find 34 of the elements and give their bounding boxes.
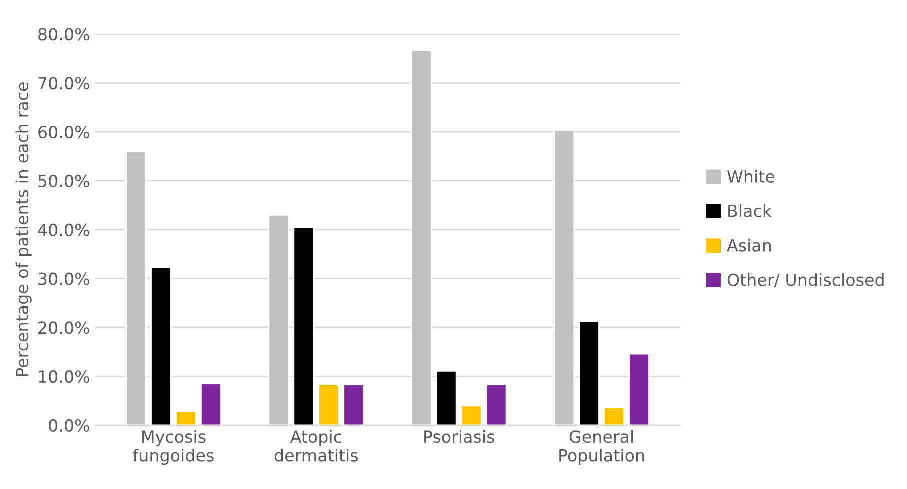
y-tick-label: 60.0% xyxy=(38,126,90,139)
bar xyxy=(176,410,197,426)
bar xyxy=(554,130,575,426)
bar xyxy=(200,382,222,426)
x-tick-label: Atopic dermatitis xyxy=(274,430,358,462)
y-tick-label: 40.0% xyxy=(38,224,90,236)
y-tick-label: 50.0% xyxy=(38,174,90,188)
legend-label: Other/ Undisclosed xyxy=(728,273,884,288)
bar xyxy=(343,384,365,426)
y-axis-title: Percentage of patients in each race xyxy=(16,82,32,376)
x-tick-label: General Population xyxy=(560,430,644,466)
y-tick-label: 80.0% xyxy=(38,28,90,41)
y-tick-label: 30.0% xyxy=(38,272,90,286)
bar xyxy=(486,384,508,426)
bar xyxy=(436,370,458,426)
bar xyxy=(268,214,290,426)
y-tick-label: 10.0% xyxy=(39,370,90,384)
bar xyxy=(126,150,147,426)
x-tick-label: Mycosis fungoides xyxy=(133,430,214,466)
y-tick-label: 70.0% xyxy=(38,77,90,90)
bar xyxy=(150,266,172,426)
legend-label: White xyxy=(728,170,775,183)
bar xyxy=(604,407,625,426)
x-tick-label: Psoriasis xyxy=(424,430,494,444)
legend-label: Asian xyxy=(727,238,772,252)
bar xyxy=(628,353,650,426)
y-tick-label: 0.0% xyxy=(49,419,90,432)
bar xyxy=(410,50,432,426)
bar xyxy=(460,405,482,426)
bar xyxy=(318,384,340,426)
legend-label: Black xyxy=(728,204,772,218)
bar xyxy=(578,320,600,426)
bar xyxy=(293,226,315,426)
y-tick-label: 20.0% xyxy=(38,322,90,334)
